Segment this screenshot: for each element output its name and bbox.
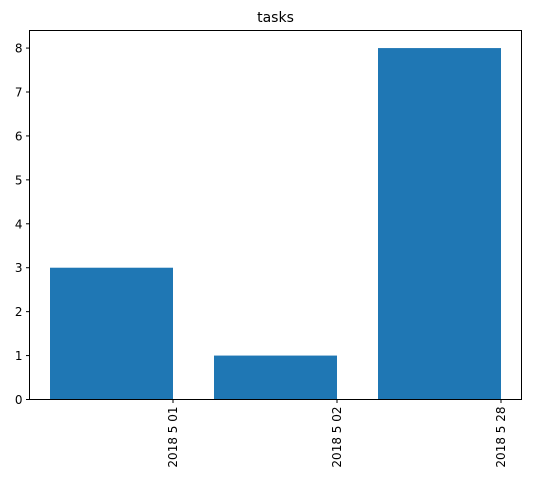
- bar-2: [378, 48, 501, 400]
- y-tick-label-8: 8: [15, 42, 23, 56]
- plot-frame: [29, 30, 522, 400]
- y-tick-label-3: 3: [15, 261, 23, 275]
- x-tick-label-0: 2018 5 01: [166, 407, 180, 468]
- x-axis-ticks: 2018 5 01 2018 5 02 2018 5 28: [166, 399, 508, 468]
- x-tick-label-2: 2018 5 28: [494, 407, 508, 468]
- chart-title: tasks: [257, 10, 294, 26]
- bar-1: [214, 355, 337, 400]
- y-tick-label-6: 6: [15, 129, 23, 143]
- bars-layer: [50, 48, 501, 400]
- x-tick-label-1: 2018 5 02: [330, 407, 344, 468]
- y-tick-label-1: 1: [15, 349, 23, 363]
- bar-0: [50, 267, 173, 400]
- y-axis-ticks: 0 1 2 3 4 5 6 7 8: [15, 42, 30, 407]
- y-tick-label-4: 4: [15, 217, 23, 231]
- y-tick-label-5: 5: [15, 173, 23, 187]
- y-tick-label-0: 0: [15, 393, 23, 407]
- y-tick-label-2: 2: [15, 305, 23, 319]
- y-tick-label-7: 7: [15, 86, 23, 100]
